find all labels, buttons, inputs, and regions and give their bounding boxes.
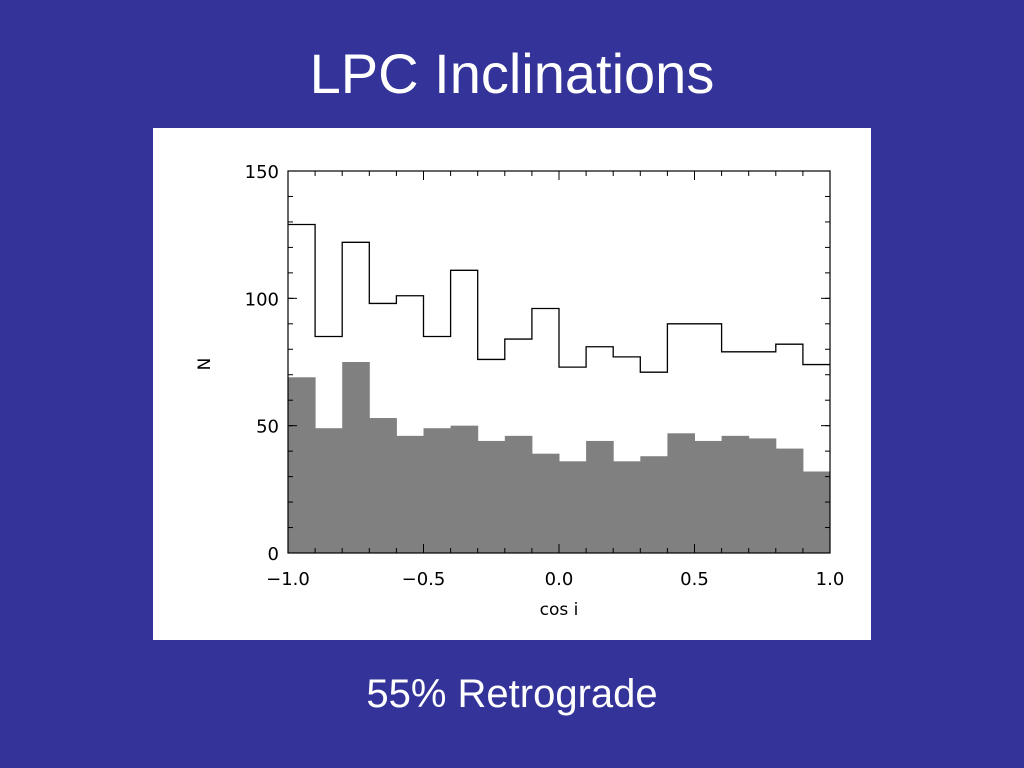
- y-tick-label: 100: [245, 289, 279, 310]
- histogram-chart: −1.0 −0.5 0.0 0.5 1.0 0 50 100 150 cos i N: [195, 162, 845, 620]
- y-tick-label: 50: [256, 417, 279, 438]
- slide-title: LPC Inclinations: [309, 42, 715, 105]
- caption: 55% Retrograde: [366, 672, 658, 716]
- filled-bar: [450, 425, 479, 553]
- filled-bar: [694, 440, 723, 553]
- filled-bar: [423, 428, 452, 553]
- filled-bar: [369, 418, 397, 553]
- x-tick-label: 0.5: [680, 569, 709, 590]
- filled-bar: [775, 448, 804, 553]
- filled-bar: [802, 471, 831, 553]
- filled-bar: [721, 435, 750, 553]
- filled-bar: [342, 362, 370, 553]
- filled-bar: [315, 428, 343, 553]
- x-tick-label: −1.0: [266, 569, 310, 590]
- y-axis-label: N: [195, 358, 215, 371]
- chart-panel: −1.0 −0.5 0.0 0.5 1.0 0 50 100 150 cos i N: [153, 128, 871, 640]
- x-tick-label: −0.5: [402, 569, 446, 590]
- x-axis-label: cos i: [540, 600, 579, 620]
- x-tick-label: 0.0: [545, 569, 574, 590]
- filled-bar: [667, 433, 695, 553]
- filled-bar: [613, 461, 641, 553]
- filled-bar: [396, 435, 424, 553]
- filled-bar: [559, 461, 587, 553]
- filled-bar: [477, 440, 506, 553]
- filled-bar: [748, 438, 777, 553]
- x-tick-label: 1.0: [816, 569, 845, 590]
- outline-histogram-steps: [288, 223, 830, 373]
- filled-bar: [531, 453, 560, 553]
- y-tick-label: 150: [245, 162, 279, 183]
- filled-bar: [640, 456, 668, 553]
- filled-bar: [504, 435, 533, 553]
- outline-step-line: [288, 223, 830, 373]
- filled-bar: [586, 440, 614, 553]
- y-tick-label: 0: [268, 544, 279, 565]
- plot-frame: [287, 170, 831, 554]
- tick-labels: −1.0 −0.5 0.0 0.5 1.0 0 50 100 150: [245, 162, 845, 590]
- filled-bar: [288, 377, 316, 553]
- filled-histogram-bars: [288, 362, 831, 553]
